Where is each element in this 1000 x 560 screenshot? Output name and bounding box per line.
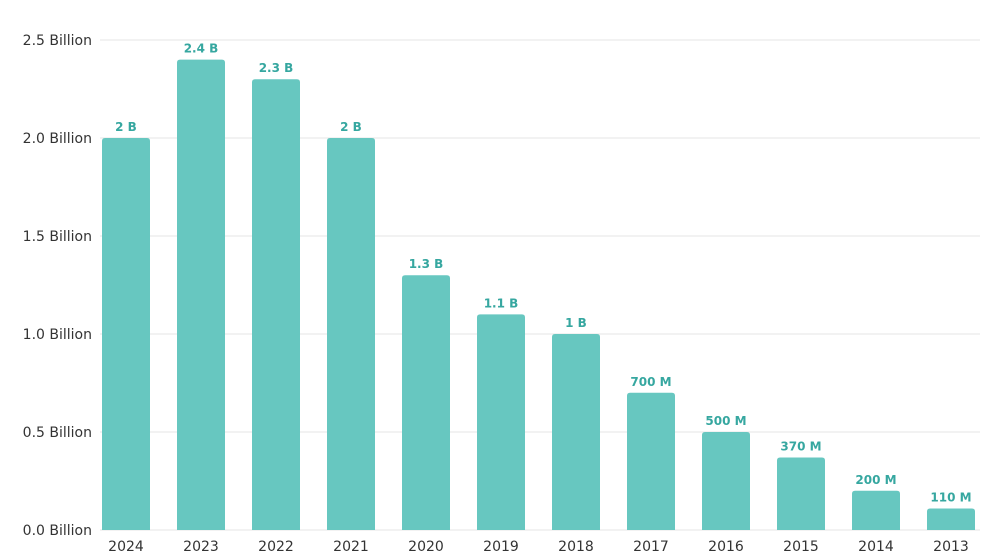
x-tick-label: 2024	[108, 539, 144, 555]
x-tick-label: 2014	[858, 539, 894, 555]
x-tick-label: 2013	[933, 539, 969, 555]
y-tick-label: 2.5 Billion	[23, 33, 92, 49]
bar	[177, 59, 225, 530]
y-tick-label: 1.5 Billion	[23, 229, 92, 245]
x-tick-label: 2016	[708, 539, 744, 555]
bar	[477, 314, 525, 530]
y-tick-label: 1.0 Billion	[23, 327, 92, 343]
bar	[327, 138, 375, 530]
data-labels: 2 B 2.4 B 2.3 B 2 B 1.3 B 1.1 B 1 B 700 M 500 M 3…	[115, 42, 971, 505]
bar	[777, 457, 825, 530]
x-tick-label: 2015	[783, 539, 819, 555]
data-label: 2 B	[115, 120, 137, 134]
data-label: 200 M	[855, 473, 896, 487]
data-label: 1.1 B	[484, 296, 519, 310]
grid-layer	[100, 39, 980, 531]
bar	[402, 275, 450, 530]
bar	[927, 508, 975, 530]
x-tick-label: 2021	[333, 539, 369, 555]
y-tick-label: 2.0 Billion	[23, 131, 92, 147]
x-tick-label: 2023	[183, 539, 219, 555]
bar	[702, 432, 750, 530]
x-tick-label: 2020	[408, 539, 444, 555]
x-tick-label: 2018	[558, 539, 594, 555]
x-tick-label: 2017	[633, 539, 669, 555]
x-axis-ticks: 2024 2023 2022 2021 2020 2019 2018 2017 2016 2015…	[108, 539, 969, 555]
data-label: 1.3 B	[409, 257, 444, 271]
bars	[102, 59, 975, 530]
data-label: 370 M	[780, 439, 821, 453]
data-label: 500 M	[705, 414, 746, 428]
bar	[627, 392, 675, 530]
data-label: 2 B	[340, 120, 362, 134]
y-tick-label: 0.0 Billion	[23, 523, 92, 539]
x-tick-label: 2022	[258, 539, 294, 555]
data-label: 2.4 B	[184, 42, 219, 56]
y-tick-label: 0.5 Billion	[23, 425, 92, 441]
x-tick-label: 2019	[483, 539, 519, 555]
bar	[852, 490, 900, 530]
data-label: 700 M	[630, 375, 671, 389]
bar	[102, 138, 150, 530]
y-axis-ticks: 0.0 Billion 0.5 Billion 1.0 Billion 1.5 Bil…	[23, 33, 92, 539]
data-label: 1 B	[565, 316, 587, 330]
data-label: 110 M	[930, 490, 971, 504]
bar	[552, 334, 600, 530]
data-label: 2.3 B	[259, 61, 294, 75]
bar	[252, 79, 300, 530]
